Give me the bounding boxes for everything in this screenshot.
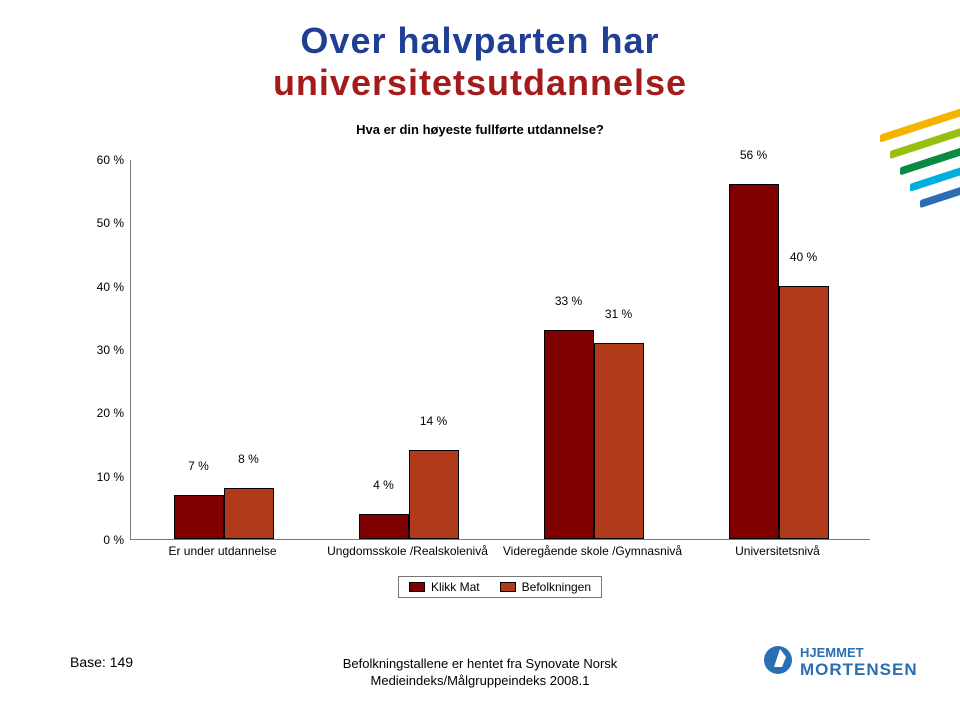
bar-group: 7 %8 % xyxy=(159,160,289,539)
bar-group: 56 %40 % xyxy=(714,160,844,539)
bar-value-label: 40 % xyxy=(779,250,829,268)
legend-label-0: Klikk Mat xyxy=(431,580,480,594)
y-tick-label: 40 % xyxy=(80,280,124,294)
bar xyxy=(409,450,459,539)
slide-container: Over halvparten har universitetsutdannel… xyxy=(0,0,960,720)
title-line-2: universitetsutdannelse xyxy=(0,62,960,104)
x-axis-label: Universitetsnivå xyxy=(688,544,868,558)
y-tick-label: 30 % xyxy=(80,343,124,357)
bar-group: 4 % 14 % xyxy=(344,160,474,539)
bar-value-label: 4 % xyxy=(359,478,409,496)
bar xyxy=(729,184,779,539)
title-line-1: Over halvparten har xyxy=(0,20,960,62)
x-axis-label: Videregående skole /Gymnasnivå xyxy=(503,544,683,558)
x-axis-label: Ungdomsskole /Realskolenivå xyxy=(318,544,498,558)
footer-source: Befolkningstallene er hentet fra Synovat… xyxy=(343,655,618,690)
decorative-stripes xyxy=(890,120,960,320)
bar xyxy=(594,343,644,539)
y-tick-label: 0 % xyxy=(80,533,124,547)
legend-swatch-1 xyxy=(500,582,516,592)
hjemmet-mortensen-logo: HJEMMET MORTENSEN xyxy=(760,635,930,685)
bar-value-label: 7 % xyxy=(174,459,224,477)
bar-value-label: 31 % xyxy=(594,307,644,325)
bar-value-label: 8 % xyxy=(224,452,274,470)
chart-question: Hva er din høyeste fullførte utdannelse? xyxy=(0,122,960,137)
svg-text:MORTENSEN: MORTENSEN xyxy=(800,660,918,679)
chart: 0 %10 %20 %30 %40 %50 %60 % 7 %8 %4 %14 … xyxy=(80,160,900,590)
svg-text:HJEMMET: HJEMMET xyxy=(800,645,864,660)
bar xyxy=(174,495,224,539)
bar xyxy=(224,488,274,539)
legend-swatch-0 xyxy=(409,582,425,592)
bar-value-label: 14 % xyxy=(409,414,459,432)
bar-group: 33 %31 % xyxy=(529,160,659,539)
bar-value-label: 56 % xyxy=(729,148,779,166)
bar xyxy=(779,286,829,539)
base-label: Base: 149 xyxy=(70,654,133,670)
legend-label-1: Befolkningen xyxy=(522,580,591,594)
plot-area: 7 %8 % 4 % 14 % 33 %31 % 56 %40 % xyxy=(130,160,870,540)
page-title: Over halvparten har universitetsutdannel… xyxy=(0,0,960,104)
y-tick-label: 50 % xyxy=(80,216,124,230)
bar xyxy=(359,514,409,539)
y-tick-label: 60 % xyxy=(80,153,124,167)
y-tick-label: 20 % xyxy=(80,406,124,420)
legend: Klikk Mat Befolkningen xyxy=(130,576,870,598)
bar-value-label: 33 % xyxy=(544,294,594,312)
bar xyxy=(544,330,594,539)
x-axis-label: Er under utdannelse xyxy=(133,544,313,558)
y-tick-label: 10 % xyxy=(80,470,124,484)
